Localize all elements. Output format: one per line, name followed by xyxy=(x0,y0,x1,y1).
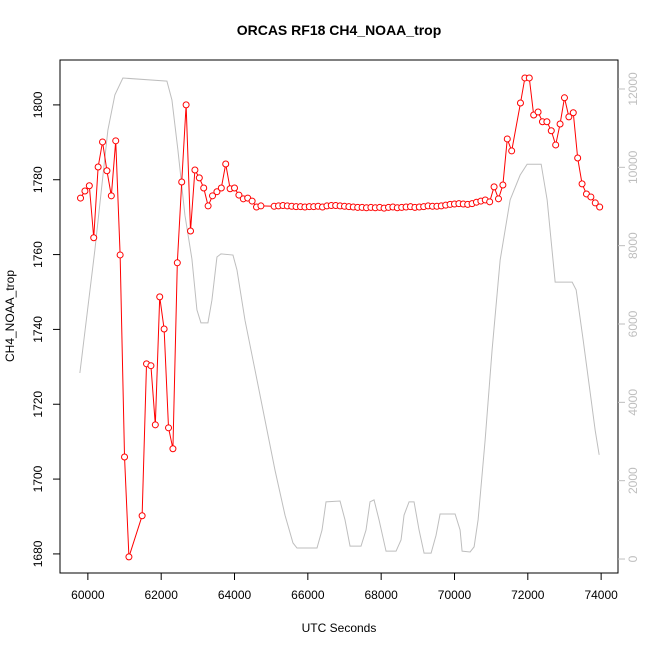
data-point xyxy=(499,181,507,189)
data-point xyxy=(103,167,111,175)
y-tick-label: 1680 xyxy=(31,540,45,567)
data-point xyxy=(165,424,173,432)
y-tick-label: 1780 xyxy=(31,166,45,193)
data-point xyxy=(503,135,511,143)
data-point xyxy=(209,192,217,200)
data-point xyxy=(217,184,225,192)
data-point xyxy=(112,137,120,145)
x-tick-label: 68000 xyxy=(364,588,398,602)
data-point xyxy=(596,203,604,211)
data-point xyxy=(94,163,102,171)
data-point xyxy=(147,362,155,370)
y-tick-label: 1720 xyxy=(31,391,45,418)
x-tick-label: 66000 xyxy=(291,588,325,602)
data-point xyxy=(222,160,230,168)
data-point xyxy=(121,453,129,461)
data-point xyxy=(107,192,115,200)
plot-frame xyxy=(59,59,619,574)
y-tick-label: 1700 xyxy=(31,465,45,492)
data-point xyxy=(160,325,168,333)
data-point xyxy=(556,120,564,128)
y2-tick-label: 8000 xyxy=(626,232,640,259)
y2-tick-label: 4000 xyxy=(626,389,640,416)
data-point xyxy=(195,174,203,182)
data-point xyxy=(156,293,164,301)
data-point xyxy=(85,182,93,190)
data-point xyxy=(231,184,239,192)
series-line xyxy=(79,77,600,554)
data-point xyxy=(547,127,555,135)
data-point xyxy=(490,183,498,191)
data-point xyxy=(591,199,599,207)
data-point xyxy=(552,141,560,149)
data-point xyxy=(248,197,256,205)
data-point xyxy=(138,512,146,520)
x-tick-label: 64000 xyxy=(218,588,252,602)
data-point xyxy=(77,194,85,202)
data-point xyxy=(213,188,221,196)
y-axis-label: CH4_NOAA_trop xyxy=(3,270,17,362)
data-point xyxy=(565,113,573,121)
data-point xyxy=(81,187,89,195)
data-point xyxy=(200,184,208,192)
data-point xyxy=(182,101,190,109)
data-point xyxy=(486,198,494,206)
data-point xyxy=(494,195,502,203)
y2-tick-label: 2000 xyxy=(626,467,640,494)
data-point xyxy=(534,108,542,116)
y-tick-label: 1760 xyxy=(31,241,45,268)
y-tick-label: 1740 xyxy=(31,316,45,343)
data-point xyxy=(191,166,199,174)
y2-tick-label: 10000 xyxy=(626,150,640,184)
x-axis-label: UTC Seconds xyxy=(302,621,377,635)
data-point xyxy=(178,178,186,186)
data-point xyxy=(99,138,107,146)
data-point xyxy=(257,202,265,210)
data-point xyxy=(578,180,586,188)
data-point xyxy=(516,99,524,107)
y-tick-label: 1800 xyxy=(31,91,45,118)
y2-tick-label: 6000 xyxy=(626,310,640,337)
data-point xyxy=(187,227,195,235)
data-point xyxy=(235,191,243,199)
data-point xyxy=(569,109,577,117)
data-point xyxy=(543,118,551,126)
data-point xyxy=(116,251,124,259)
chart-title: ORCAS RF18 CH4_NOAA_trop xyxy=(237,22,442,38)
data-point xyxy=(90,234,98,242)
data-point xyxy=(204,202,212,210)
data-point xyxy=(169,445,177,453)
x-tick-label: 60000 xyxy=(71,588,105,602)
data-point xyxy=(151,421,159,429)
x-tick-label: 62000 xyxy=(145,588,179,602)
x-tick-label: 72000 xyxy=(511,588,545,602)
data-point xyxy=(508,147,516,155)
x-tick-label: 74000 xyxy=(584,588,618,602)
y2-tick-label: 12000 xyxy=(626,72,640,106)
data-point xyxy=(125,553,133,561)
data-point xyxy=(173,259,181,267)
data-point xyxy=(587,193,595,201)
data-point xyxy=(560,94,568,102)
data-point xyxy=(574,154,582,162)
x-tick-label: 70000 xyxy=(438,588,472,602)
y2-tick-label: 0 xyxy=(626,555,640,562)
data-point xyxy=(525,74,533,82)
